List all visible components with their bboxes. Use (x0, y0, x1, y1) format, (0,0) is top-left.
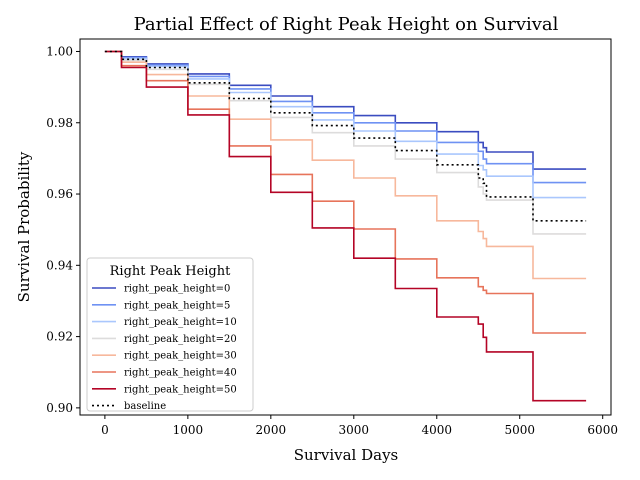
y-axis: 0.90 0.92 0.94 0.96 0.98 1.00 (46, 44, 80, 415)
x-tick-label: 4000 (421, 423, 452, 437)
x-tick-label: 1000 (173, 423, 204, 437)
y-tick-label: 0.96 (46, 187, 73, 201)
y-tick-label: 0.92 (46, 330, 73, 344)
plot-lines (104, 50, 587, 402)
x-tick-label: 0 (101, 423, 109, 437)
y-tick-label: 0.90 (46, 401, 73, 415)
x-tick-label: 2000 (256, 423, 287, 437)
legend-label: right_peak_height=30 (124, 351, 237, 362)
y-axis-label: Survival Probability (15, 151, 33, 302)
series-line-1 (104, 50, 587, 184)
legend-label: right_peak_height=0 (124, 284, 230, 295)
legend-label: right_peak_height=40 (124, 368, 237, 379)
series-line-7 (104, 50, 587, 222)
x-tick-label: 5000 (504, 423, 535, 437)
legend-title: Right Peak Height (110, 264, 231, 279)
x-axis: 0 1000 2000 3000 4000 5000 6000 (101, 415, 618, 437)
x-tick-label: 3000 (339, 423, 370, 437)
x-axis-label: Survival Days (294, 446, 399, 464)
x-tick-label: 6000 (587, 423, 618, 437)
y-tick-label: 0.94 (46, 258, 73, 272)
legend-label: baseline (124, 401, 166, 412)
plot-frame (79, 38, 612, 416)
series-line-6 (104, 50, 587, 402)
legend-label: right_peak_height=5 (124, 300, 230, 311)
series-line-2 (104, 50, 587, 199)
series-line-4 (104, 50, 587, 280)
legend-label: right_peak_height=50 (124, 384, 237, 395)
legend-box (86, 257, 254, 412)
legend: Right Peak Height right_peak_height=0rig… (86, 257, 254, 412)
legend-label: right_peak_height=20 (124, 334, 237, 345)
legend-label: right_peak_height=10 (124, 317, 237, 328)
y-tick-label: 0.98 (46, 116, 73, 130)
legend-entries: right_peak_height=0 right_peak_height=5ri… (92, 284, 237, 412)
series-line-3 (104, 50, 587, 235)
chart-title: Partial Effect of Right Peak Height on S… (134, 14, 559, 35)
y-tick-label: 1.00 (46, 44, 73, 58)
